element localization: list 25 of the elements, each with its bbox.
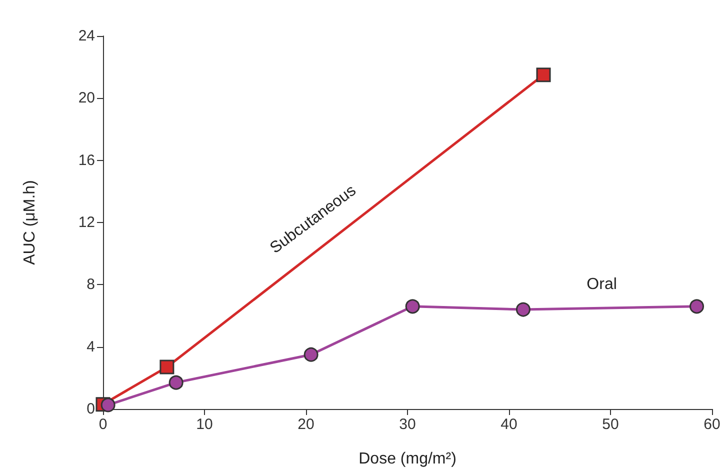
- y-tick-label: 4: [86, 338, 95, 356]
- x-tick-label: 50: [602, 416, 619, 433]
- x-tick-label: 10: [196, 416, 213, 433]
- y-tick-label: 24: [78, 28, 95, 44]
- point: [690, 299, 704, 314]
- x-tick-label: 0: [98, 416, 108, 433]
- point: [405, 299, 420, 314]
- point: [536, 68, 551, 82]
- x-axis-title: Dose (mg/m²): [358, 450, 456, 468]
- point: [516, 302, 530, 317]
- y-tick-label: 20: [78, 90, 95, 107]
- point: [168, 375, 184, 390]
- point: [160, 360, 174, 374]
- y-tick-label: 8: [86, 276, 95, 294]
- point: [304, 347, 318, 362]
- series-label: Oral: [586, 276, 617, 293]
- x-tick-label: 30: [399, 416, 416, 433]
- x-tick-label: 60: [704, 416, 720, 433]
- y-tick-label: 0: [86, 400, 95, 418]
- x-tick-label: 40: [500, 416, 518, 433]
- y-axis-title: AUC (μM.h): [22, 180, 38, 265]
- y-tick-label: 12: [78, 214, 95, 231]
- x-tick-label: 20: [298, 416, 314, 433]
- y-tick-label: 16: [78, 152, 95, 169]
- point: [100, 398, 116, 412]
